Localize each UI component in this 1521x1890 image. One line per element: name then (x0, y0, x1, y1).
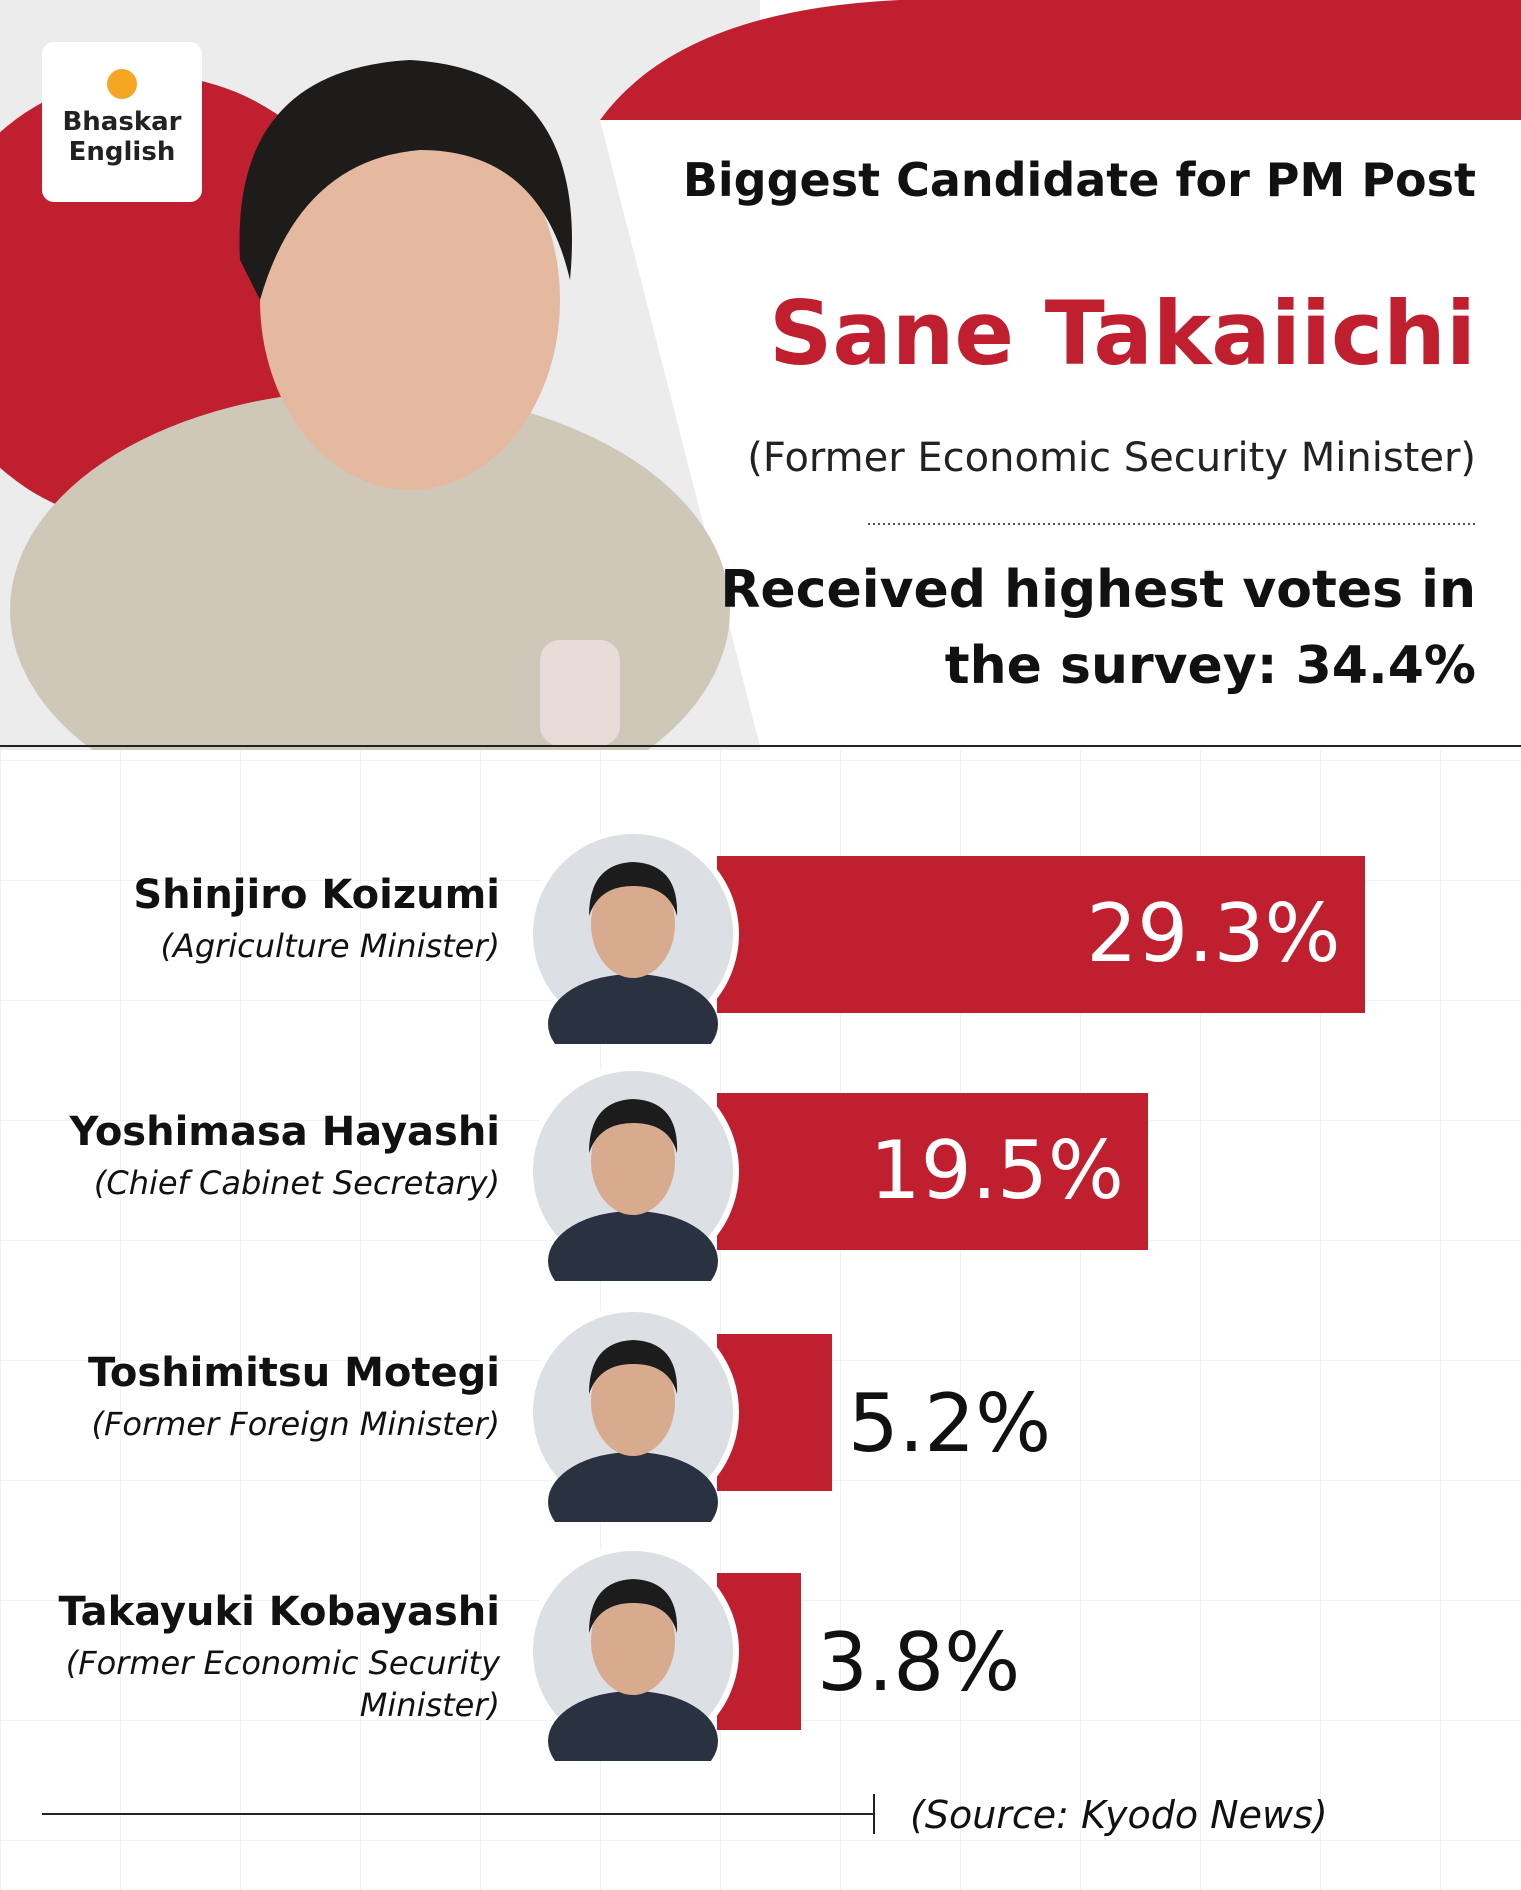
candidate-role: (Former Economic Security Minister) (747, 435, 1476, 481)
candidate-name: Toshimitsu Motegi (87, 1350, 500, 1396)
portrait-hair (589, 1099, 678, 1153)
bar (717, 855, 1365, 1013)
brand-logo: Bhaskar English (42, 107, 202, 168)
portrait-body (548, 1452, 718, 1522)
value-label: 3.8% (816, 1616, 1021, 1709)
headline: Biggest Candidate for PM Post (682, 153, 1476, 207)
portrait (527, 1065, 739, 1281)
portrait-body (548, 974, 718, 1044)
category-label: Toshimitsu Motegi (Former Foreign Ministe… (30, 1350, 500, 1446)
portrait (527, 1306, 739, 1522)
category-label: Yoshimasa Hayashi (Chief Cabinet Secretar… (30, 1109, 500, 1205)
brand-line: Bhaskar (62, 107, 182, 137)
highlight: Received highest votes in (720, 560, 1476, 620)
source: (Source: Kyodo News) (910, 1793, 1328, 1837)
brand-line: English (68, 136, 176, 167)
candidate-role: (Former Foreign Minister) (91, 1405, 500, 1443)
portrait (527, 828, 739, 1044)
portrait-hair (589, 1340, 678, 1394)
category-label: Shinjiro Koizumi (Agriculture Minister) (30, 872, 500, 968)
header-art (0, 0, 1521, 750)
source-rule (42, 1794, 875, 1834)
portrait-hair (589, 862, 678, 916)
candidate-role: (Former Economic Security Minister) (65, 1644, 500, 1724)
candidate-name: Sane Takaiichi (768, 282, 1476, 385)
candidate-name: Takayuki Kobayashi (58, 1589, 500, 1635)
portrait (527, 1545, 739, 1761)
portrait-face (591, 1587, 675, 1695)
portrait-face (591, 1348, 675, 1456)
portrait-face (591, 1107, 675, 1215)
portrait-body (548, 1211, 718, 1281)
value-label: 29.3% (1086, 887, 1341, 980)
value-label: 19.5% (869, 1124, 1124, 1217)
highlight: the survey: 34.4% (944, 636, 1476, 696)
candidate-role: (Agriculture Minister) (160, 927, 500, 965)
portrait-face (591, 870, 675, 978)
candidate-name: Yoshimasa Hayashi (69, 1109, 500, 1155)
category-label: Takayuki Kobayashi (Former Economic Secur… (30, 1589, 500, 1726)
bar (717, 1092, 1148, 1250)
portrait-hair (589, 1579, 678, 1633)
candidate-name: Shinjiro Koizumi (133, 872, 500, 918)
candidate-role: (Chief Cabinet Secretary) (93, 1164, 500, 1202)
value-label: 5.2% (847, 1377, 1052, 1470)
portrait-body (548, 1691, 718, 1761)
